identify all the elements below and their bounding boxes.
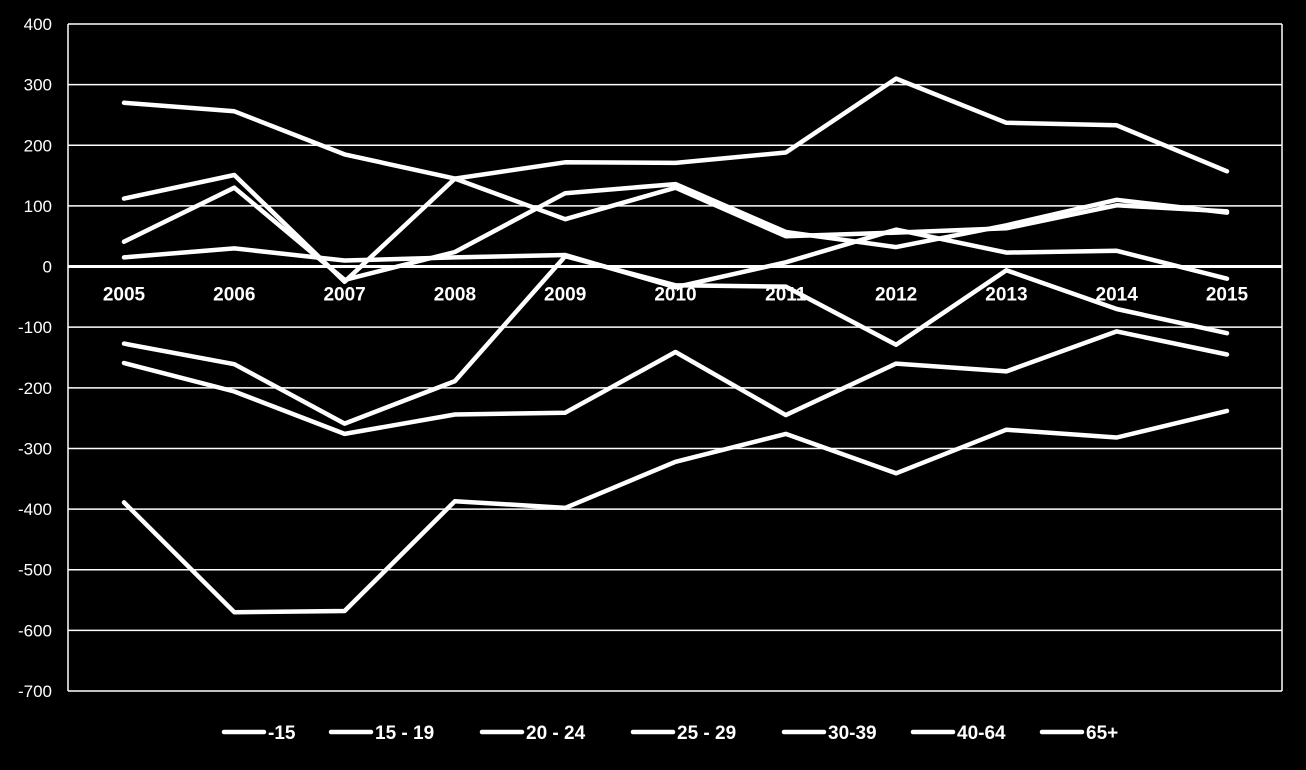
legend-item: 40-64 (910, 723, 1006, 744)
series-lines (121, 76, 1230, 615)
legend-label: 20 - 24 (526, 723, 586, 744)
legend-label: 15 - 19 (375, 723, 434, 744)
legend-item: 30-39 (781, 723, 877, 744)
series-line-2 (121, 76, 1230, 284)
y-axis-tick-labels: 400 300 200 100 0 -100 -200 -300 -400 -500 -600 -70… (18, 15, 52, 701)
legend-item: 15 - 19 (328, 723, 434, 744)
x-tick-label: 2006 (213, 285, 255, 306)
y-tick-label: -500 (18, 561, 52, 580)
series-line-6 (121, 329, 1230, 437)
y-tick-label: -200 (18, 379, 52, 398)
legend-item: -15 (221, 723, 296, 744)
x-tick-label: 2013 (985, 285, 1027, 306)
legend-label: 65+ (1086, 723, 1118, 744)
x-tick-label: 2007 (323, 285, 365, 306)
x-tick-label: 2015 (1206, 285, 1249, 306)
legend: -15 15 - 19 20 - 24 25 - 29 30-39 40-64 65+ (221, 723, 1118, 744)
legend-label: -15 (268, 723, 296, 744)
x-tick-label: 2012 (875, 285, 917, 306)
x-tick-label: 2008 (434, 285, 476, 306)
x-tick-label: 2005 (103, 285, 146, 306)
x-tick-label: 2014 (1096, 285, 1139, 306)
legend-item: 20 - 24 (479, 723, 586, 744)
series-line-4 (121, 227, 1230, 290)
y-tick-label: 400 (24, 15, 52, 34)
y-tick-label: -700 (18, 682, 52, 701)
x-tick-label: 2011 (765, 285, 807, 306)
x-axis-tick-labels: 2005 2006 2007 2008 2009 2010 2011 2012 2013 2014… (103, 285, 1249, 306)
x-tick-label: 2010 (654, 285, 696, 306)
legend-item: 65+ (1039, 723, 1118, 744)
x-tick-label: 2009 (544, 285, 586, 306)
y-tick-label: -300 (18, 439, 52, 458)
legend-label: 30-39 (828, 723, 877, 744)
y-tick-label: 0 (43, 258, 52, 277)
legend-item: 25 - 29 (630, 723, 736, 744)
legend-label: 25 - 29 (677, 723, 736, 744)
axes (67, 24, 1283, 691)
y-tick-label: -100 (18, 318, 52, 337)
series-line-7 (121, 408, 1230, 615)
series-line-3 (121, 181, 1230, 283)
legend-label: 40-64 (957, 723, 1006, 744)
series-line-1 (121, 100, 1230, 239)
y-tick-label: 100 (24, 197, 52, 216)
series-line-5 (121, 253, 1230, 426)
y-tick-label: 300 (24, 76, 52, 95)
y-tick-label: -400 (18, 500, 52, 519)
y-tick-label: 200 (24, 136, 52, 155)
y-tick-label: -600 (18, 621, 52, 640)
